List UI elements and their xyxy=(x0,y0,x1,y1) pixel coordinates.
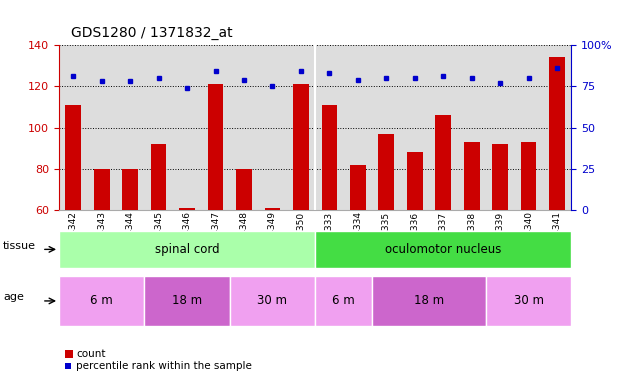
Text: spinal cord: spinal cord xyxy=(155,243,219,256)
Bar xyxy=(230,276,315,326)
Bar xyxy=(464,142,479,210)
Text: 18 m: 18 m xyxy=(414,294,444,307)
Text: 6 m: 6 m xyxy=(90,294,113,307)
Bar xyxy=(322,105,337,210)
Text: 30 m: 30 m xyxy=(514,294,543,307)
Bar xyxy=(435,115,451,210)
Text: 30 m: 30 m xyxy=(258,294,288,307)
Bar xyxy=(94,169,109,210)
Bar xyxy=(486,276,571,326)
Text: percentile rank within the sample: percentile rank within the sample xyxy=(76,362,252,371)
Bar xyxy=(179,208,195,210)
Bar xyxy=(549,57,565,210)
Bar xyxy=(207,84,224,210)
Bar xyxy=(151,144,166,210)
Text: GDS1280 / 1371832_at: GDS1280 / 1371832_at xyxy=(71,26,233,40)
Bar xyxy=(315,231,571,268)
Text: 6 m: 6 m xyxy=(332,294,355,307)
Bar xyxy=(236,169,252,210)
Text: age: age xyxy=(3,292,24,302)
Bar xyxy=(293,84,309,210)
Bar xyxy=(144,276,230,326)
Bar xyxy=(315,276,372,326)
Text: tissue: tissue xyxy=(3,241,36,250)
Bar xyxy=(492,144,508,210)
Text: 18 m: 18 m xyxy=(172,294,202,307)
Bar xyxy=(59,231,315,268)
Bar xyxy=(407,152,423,210)
Bar xyxy=(265,208,280,210)
Bar xyxy=(59,276,144,326)
Bar xyxy=(372,276,486,326)
Text: oculomotor nucleus: oculomotor nucleus xyxy=(385,243,501,256)
Text: count: count xyxy=(76,349,106,359)
Bar xyxy=(65,105,81,210)
Bar xyxy=(521,142,537,210)
Bar xyxy=(122,169,138,210)
Bar xyxy=(350,165,366,210)
Bar xyxy=(378,134,394,210)
